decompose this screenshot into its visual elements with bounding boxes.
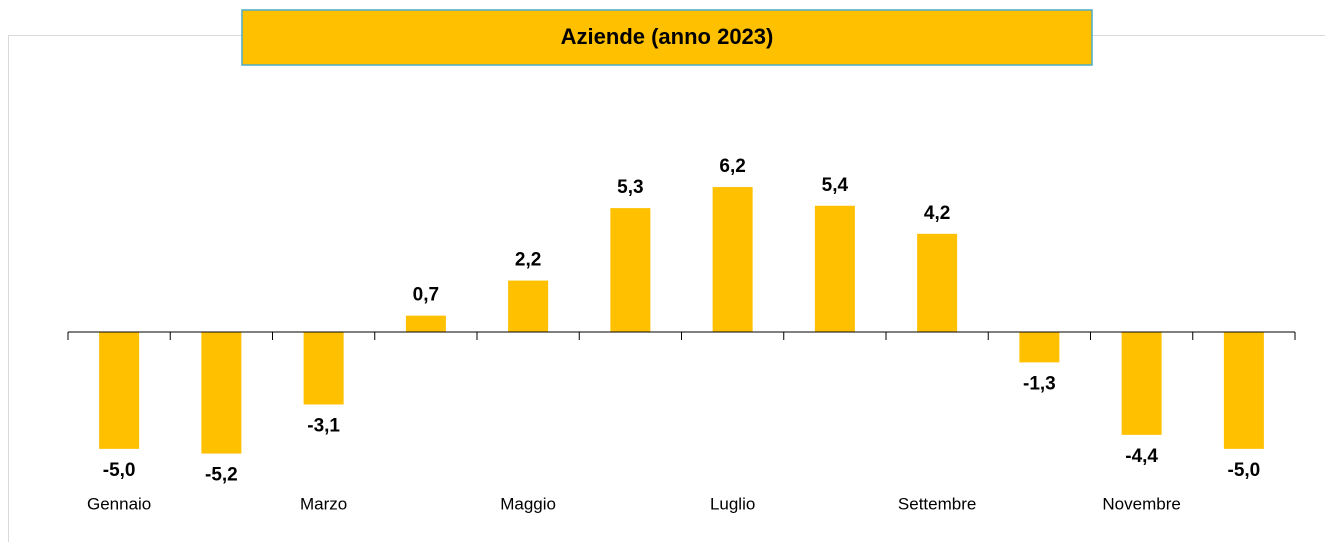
bar: [814, 205, 855, 332]
bar: [201, 332, 242, 454]
data-label: -3,1: [307, 415, 340, 436]
data-label: 4,2: [924, 203, 950, 224]
x-tick-label: Marzo: [300, 494, 347, 513]
data-label: 5,3: [617, 177, 643, 198]
x-tick-label: Gennaio: [87, 494, 151, 513]
bar: [610, 208, 651, 332]
x-tick-label: Novembre: [1102, 494, 1180, 513]
data-label: 6,2: [719, 156, 745, 177]
bar: [405, 315, 446, 332]
bar: [712, 187, 753, 332]
data-label: -5,0: [1228, 460, 1261, 481]
bar: [303, 332, 344, 405]
chart-title: Aziende (anno 2023): [561, 24, 774, 49]
data-label: -1,3: [1023, 373, 1056, 394]
bar: [99, 332, 140, 449]
data-label: -5,0: [103, 460, 136, 481]
title-box: [241, 9, 1093, 66]
data-label: 2,2: [515, 250, 541, 271]
x-tick-label: Luglio: [710, 494, 755, 513]
data-label: -4,4: [1125, 446, 1158, 467]
data-label: 0,7: [413, 285, 439, 306]
bar: [508, 280, 549, 332]
bar: [1019, 332, 1060, 363]
x-tick-label: Maggio: [500, 494, 556, 513]
bar: [1223, 332, 1264, 449]
data-label: -5,2: [205, 465, 238, 486]
data-label: 5,4: [822, 175, 849, 196]
bar: [917, 233, 958, 332]
bar: [1121, 332, 1162, 435]
x-tick-label: Settembre: [898, 494, 976, 513]
